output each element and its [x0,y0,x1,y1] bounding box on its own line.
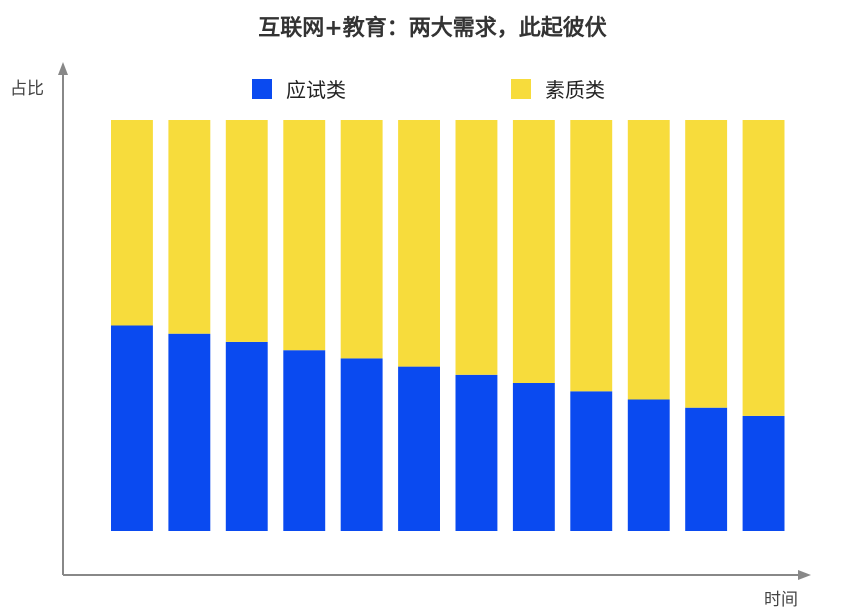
bar-exam-11 [685,407,728,531]
bar-quality-8 [512,120,555,383]
bar-exam-6 [398,366,440,531]
y-axis-label: 占比 [10,79,44,99]
bar-quality-11 [685,120,728,408]
bar-exam-9 [570,391,613,531]
y-axis-arrow [58,62,68,75]
bar-quality-2 [168,120,211,334]
bar-quality-10 [627,120,670,400]
bar-exam-8 [512,383,555,531]
bars-group [111,120,785,531]
legend-swatch-exam [252,79,272,99]
bar-exam-1 [111,325,153,531]
bar-exam-10 [627,399,670,531]
bar-exam-5 [340,358,383,531]
x-axis-label: 时间 [764,590,798,610]
bar-quality-1 [111,120,153,326]
bar-exam-7 [455,374,498,531]
legend-swatch-quality [511,79,531,99]
bar-exam-4 [283,350,326,531]
bar-quality-5 [340,120,383,359]
bar-quality-7 [455,120,498,375]
x-axis-arrow [798,570,811,580]
bar-quality-6 [398,120,440,367]
bar-quality-3 [225,120,268,342]
legend-label-quality: 素质类 [545,78,605,102]
legend-label-exam: 应试类 [286,78,346,102]
bar-quality-12 [742,120,785,416]
bar-exam-3 [225,341,268,531]
bar-quality-9 [570,120,613,392]
bar-quality-4 [283,120,326,351]
chart-title: 互联网+教育：两大需求，此起彼伏 [258,16,607,41]
bar-exam-12 [742,415,785,531]
bar-exam-2 [168,333,211,531]
